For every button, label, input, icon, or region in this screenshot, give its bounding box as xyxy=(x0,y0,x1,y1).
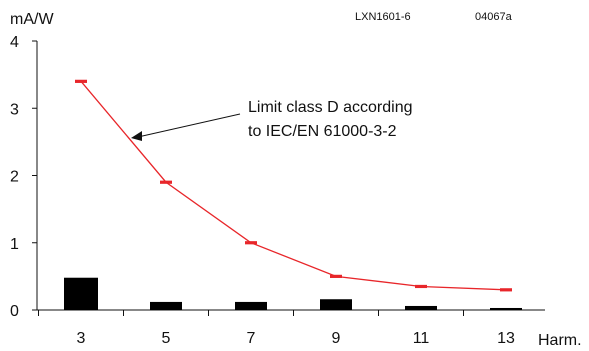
limit-point-marker xyxy=(245,241,257,245)
y-tick-label: 4 xyxy=(10,34,19,51)
axes: 0 1 2 3 4 3 5 7 9 11 13 xyxy=(10,34,545,347)
y-tick-label: 2 xyxy=(10,169,19,186)
limit-point-marker xyxy=(330,274,342,278)
bar xyxy=(235,301,267,310)
limit-point-marker xyxy=(160,180,172,184)
bar xyxy=(150,301,182,310)
y-tick-label: 1 xyxy=(10,236,19,253)
bar xyxy=(64,277,98,310)
bar-series xyxy=(64,277,522,310)
bar xyxy=(405,305,437,310)
y-tick-label: 3 xyxy=(10,101,19,118)
limit-line-series xyxy=(75,79,512,292)
limit-point-marker xyxy=(75,79,87,83)
x-tick-label: 9 xyxy=(332,330,341,347)
y-tick-label: 0 xyxy=(10,303,19,320)
limit-point-marker xyxy=(415,284,427,289)
x-tick-label: 13 xyxy=(497,330,515,347)
x-tick-label: 3 xyxy=(77,330,86,347)
bar xyxy=(320,299,352,310)
bar xyxy=(490,307,522,310)
annotation-arrow-shaft xyxy=(137,113,241,138)
annotation-arrowhead xyxy=(131,131,142,141)
limit-point-marker xyxy=(500,288,512,292)
annotation-line-2: to IEC/EN 61000-3-2 xyxy=(248,123,397,140)
figure-code-right: 04067a xyxy=(475,11,513,23)
x-tick-label: 5 xyxy=(162,330,171,347)
limit-line xyxy=(80,80,507,291)
x-tick-label: 11 xyxy=(413,330,430,347)
x-axis-label: Harm. xyxy=(538,332,582,349)
figure-code-left: LXN1601-6 xyxy=(355,11,411,23)
y-axis-label: mA/W xyxy=(10,11,54,28)
annotation-line-1: Limit class D according xyxy=(248,99,413,116)
x-tick-label: 7 xyxy=(247,330,256,347)
